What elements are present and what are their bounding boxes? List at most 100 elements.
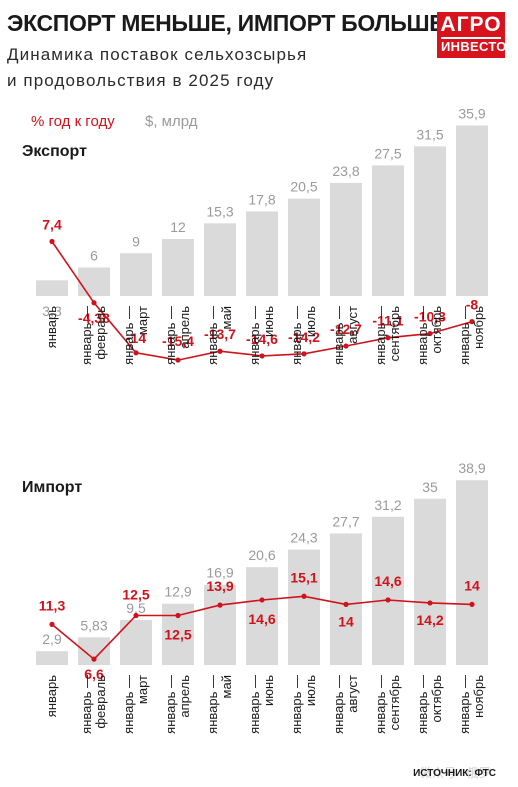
import-yoy-label-6: 14,6 [248,611,275,627]
export-section-title: Экспорт [22,143,87,160]
svg-text:январь —октябрь: январь —октябрь [415,675,444,734]
export-bar-label-1: 3,3 [42,303,62,319]
export-bar-5 [204,223,236,296]
logo-line-1: АГРО [440,13,502,36]
import-category-2: январь —февраль [79,675,108,734]
import-yoy-label-7: 15,1 [290,569,317,585]
import-category-9: январь —сентябрь [373,675,402,734]
export-yoy-point-10 [427,330,433,337]
import-category-5: январь —май [205,675,234,734]
export-bar-1 [36,280,68,296]
export-category-10: январь —октябрь [415,306,444,365]
page-title: ЭКСПОРТ МЕНЬШЕ, ИМПОРТ БОЛЬШЕ [7,10,445,36]
export-yoy-label-11: -8 [466,297,479,313]
export-category-9: январь —сентябрь [373,306,402,365]
export-bar-label-8: 23,8 [332,163,359,179]
export-bar-3 [120,253,152,296]
import-bar-9 [372,516,404,665]
export-category-11: январь —ноябрь [457,306,486,365]
import-yoy-point-1 [49,621,55,627]
svg-text:январь —август: январь —август [331,306,360,365]
svg-text:январь —май: январь —май [205,675,234,734]
import-yoy-label-2: 6,6 [84,666,104,682]
export-bar-label-5: 15,3 [206,203,233,219]
import-bar-label-4: 12,9 [164,584,191,600]
export-bar-8 [330,182,362,296]
export-bar-label-3: 9 [132,233,140,249]
svg-text:январь —февраль: январь —февраль [79,306,108,365]
export-bar-9 [372,165,404,296]
import-bar-8 [330,533,362,665]
export-yoy-label-5: -13,7 [204,326,236,342]
import-bar-label-10: 35 [422,479,438,495]
import-yoy-point-8 [343,601,349,607]
export-bar-6 [246,211,278,296]
import-yoy-label-4: 12,5 [164,627,191,643]
import-category-4: январь —апрель [163,675,192,734]
export-category-3: январь —март [121,306,150,365]
import-category-11: январь —ноябрь [457,675,486,734]
import-category-6: январь —июнь [247,675,276,734]
svg-text:январь —август: январь —август [331,675,360,734]
import-bar-7 [288,549,320,665]
svg-text:январь —ноябрь: январь —ноябрь [457,306,486,365]
import-yoy-point-7 [301,593,307,599]
export-yoy-point-4 [175,357,181,363]
import-bar-1 [36,651,68,665]
agroinvestor-logo: АГРО ИНВЕСТОР [437,12,515,58]
export-yoy-point-7 [301,351,307,357]
import-category-1: январь [44,675,59,717]
export-bar-label-9: 27,5 [374,145,401,161]
export-bar-label-2: 6 [90,248,98,264]
export-yoy-label-3: -14 [126,330,146,346]
export-category-4: январь —апрель [163,306,192,365]
export-yoy-point-5 [217,348,223,354]
svg-text:январь —март: январь —март [121,306,150,365]
import-yoy-point-3 [133,612,139,619]
svg-text:январь —апрель: январь —апрель [163,306,192,365]
svg-text:январь —июнь: январь —июнь [247,306,276,365]
export-yoy-point-11 [469,319,475,325]
export-bar-4 [162,239,194,296]
import-bar-11 [456,480,488,665]
import-yoy-point-9 [385,597,391,603]
export-category-8: январь —август [331,306,360,365]
import-yoy-point-5 [217,602,223,608]
svg-text:январь —ноябрь: январь —ноябрь [457,675,486,734]
export-yoy-label-7: -14,2 [288,329,320,345]
export-bar-label-11: 35,9 [458,105,485,121]
svg-text:январь —февраль: январь —февраль [79,675,108,734]
import-category-3: январь —март [121,675,150,734]
export-yoy-label-9: -11,1 [372,313,403,329]
import-bar-label-2: 5,83 [80,617,107,633]
export-bar-label-6: 17,8 [248,191,275,207]
export-chart: 3,3 6 9 12 15,3 17,8 20,5 23,8 27,5 31,5 35,9 7,4 -4… [36,105,488,365]
export-category-2: январь —февраль [79,306,108,365]
import-yoy-label-5: 13,9 [206,578,233,594]
import-bar-label-5: 16,9 [206,565,233,581]
svg-text:январь —май: январь —май [205,306,234,365]
import-yoy-label-1: 11,3 [39,597,66,613]
svg-text:январь —июль: январь —июль [289,675,318,734]
import-bar-label-3: 9,5 [126,600,146,616]
import-bar-label-11: 38,9 [458,460,485,476]
export-yoy-label-1: 7,4 [42,217,62,233]
import-bar-label-7: 24,3 [290,530,317,546]
export-category-5: январь —май [205,306,234,365]
import-yoy-point-6 [259,597,265,603]
export-bar-11 [456,125,488,296]
import-category-7: январь —июль [289,675,318,734]
svg-text:январь —сентябрь: январь —сентябрь [373,675,402,734]
export-yoy-point-9 [385,335,391,341]
import-bar-label-8: 27,7 [332,513,359,529]
import-yoy-point-4 [175,612,181,619]
export-bar-10 [414,146,446,296]
export-yoy-point-8 [343,343,349,349]
import-yoy-label-11: 14 [464,577,480,593]
legend-usd: $, млрд [145,113,198,130]
export-yoy-label-2: -4,38 [78,310,110,326]
svg-text:январь —сентябрь: январь —сентябрь [373,306,402,365]
import-chart: 2,9 5,83 9,5 12,9 16,9 20,6 24,3 27,7 31,2 35 38,9… [36,460,488,734]
import-bar-10 [414,498,446,665]
import-bar-label-1: 2,9 [42,631,62,647]
